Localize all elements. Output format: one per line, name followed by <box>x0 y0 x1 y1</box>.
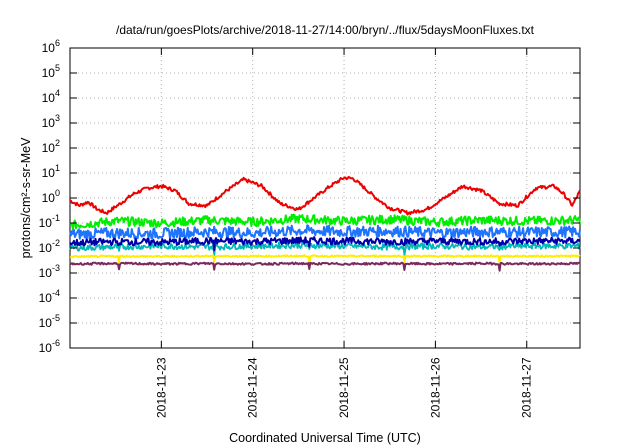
y-tick-label: 10-5 <box>39 313 60 330</box>
y-tick-label: 106 <box>42 38 60 55</box>
x-tick-label: 2018-11-24 <box>246 357 260 418</box>
y-tick-label: 10-3 <box>39 263 60 280</box>
y-tick-label: 100 <box>42 188 60 205</box>
y-axis-label: protons/cm²-s-sr-MeV <box>19 137 33 259</box>
y-tick-label: 102 <box>42 138 60 155</box>
y-tick-label: 10-1 <box>39 213 60 230</box>
chart-title: /data/run/goesPlots/archive/2018-11-27/1… <box>116 23 535 37</box>
y-tick-label: 10-2 <box>39 238 60 255</box>
series-line <box>69 213 581 231</box>
series-line <box>69 254 581 264</box>
x-axis-label: Coordinated Universal Time (UTC) <box>229 431 421 445</box>
x-ticks: 2018-11-23 2018-11-24 2018-11-25 2018-11-26… <box>154 48 534 418</box>
y-tick-label: 101 <box>42 163 60 180</box>
y-tick-label: 10-6 <box>39 338 60 355</box>
y-tick-label: 103 <box>42 113 60 130</box>
x-tick-label: 2018-11-26 <box>428 357 442 418</box>
x-tick-label: 2018-11-23 <box>154 357 168 418</box>
plot-area <box>69 47 581 349</box>
y-tick-label: 105 <box>42 63 60 80</box>
y-tick-label: 10-4 <box>39 288 60 305</box>
series-line <box>69 236 581 252</box>
x-tick-label: 2018-11-25 <box>337 357 351 418</box>
grid <box>70 48 580 348</box>
series-line <box>69 224 581 241</box>
series-line <box>69 261 581 272</box>
series-line <box>69 176 581 216</box>
x-tick-label: 2018-11-27 <box>520 357 534 418</box>
series-group <box>69 176 581 272</box>
y-tick-label: 104 <box>42 88 60 105</box>
y-ticks: 10-6 10-5 10-4 10-3 10-2 10-1 100 101 102 103 104 1… <box>39 38 580 355</box>
